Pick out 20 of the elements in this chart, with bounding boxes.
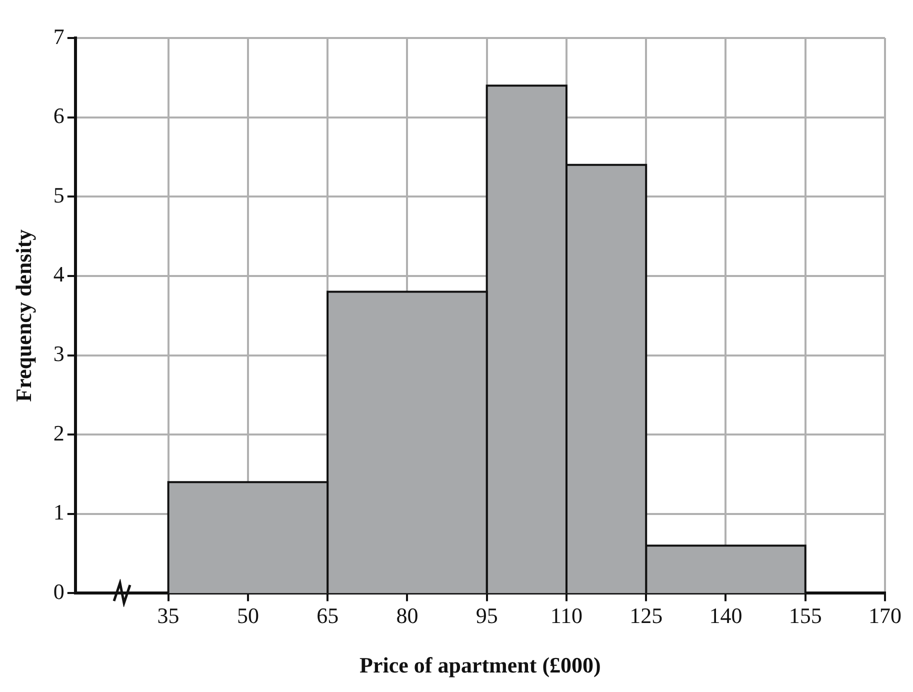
x-tick-label: 35 bbox=[157, 603, 180, 628]
x-tick-label: 110 bbox=[550, 603, 583, 628]
y-tick-label: 5 bbox=[53, 182, 64, 208]
x-tick-label: 65 bbox=[316, 603, 339, 628]
y-tick-label: 6 bbox=[53, 103, 64, 128]
y-tick-label: 1 bbox=[53, 500, 64, 525]
x-axis-title: Price of apartment (£000) bbox=[360, 652, 601, 678]
y-tick-label: 4 bbox=[53, 262, 64, 287]
x-tick-label: 170 bbox=[868, 603, 902, 628]
x-tick-label: 140 bbox=[709, 603, 742, 628]
y-tick-label: 2 bbox=[53, 420, 64, 446]
x-tick-label: 95 bbox=[476, 603, 498, 628]
y-tick-label: 0 bbox=[53, 578, 64, 604]
y-tick-label: 7 bbox=[53, 24, 64, 49]
x-tick-label: 50 bbox=[236, 603, 259, 628]
y-axis-title: Frequency density bbox=[10, 229, 36, 402]
x-tick-label: 80 bbox=[396, 603, 418, 628]
x-tick-label: 125 bbox=[630, 603, 663, 628]
x-tick-label: 155 bbox=[788, 603, 822, 628]
y-tick-label: 3 bbox=[53, 341, 64, 366]
